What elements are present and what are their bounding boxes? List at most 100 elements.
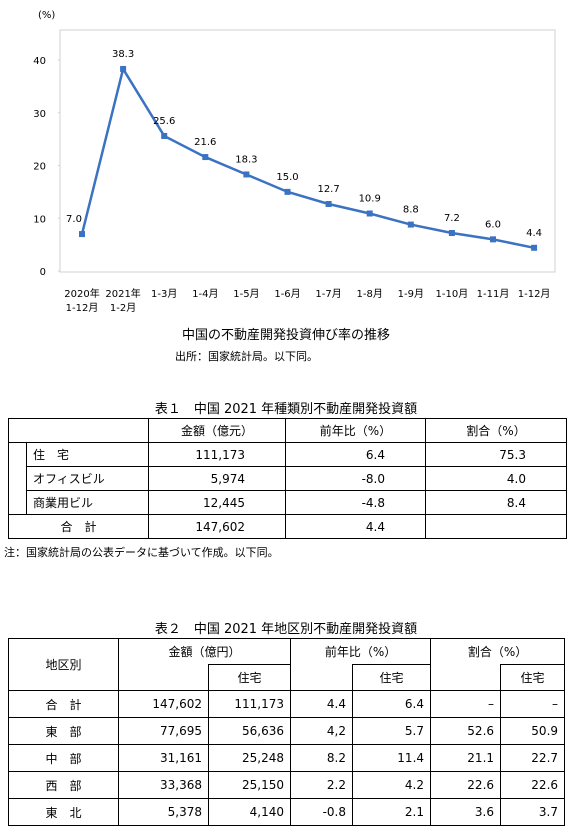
table-cell: 52.6 [430, 717, 502, 745]
table-cell: 8.2 [290, 744, 354, 772]
x-tick-line: 1-10月 [436, 288, 469, 300]
header-cell: 住宅 [207, 664, 292, 691]
table-row: 合 計 147,602 4.4 [8, 514, 567, 539]
table-cell: 22.7 [500, 744, 566, 772]
header-cell: 金額（億元） [148, 418, 286, 443]
table-cell: -8.0 [285, 466, 426, 491]
y-tick-label: 10 [33, 214, 46, 225]
table-cell: 6.4 [285, 442, 426, 467]
table-cell: 22.6 [430, 771, 502, 799]
table-cell: 111,173 [207, 690, 292, 718]
marker [490, 236, 496, 243]
x-tick-line: 2020年 [64, 287, 99, 300]
x-tick-label: 1-12月 [518, 288, 551, 300]
table-cell: 147,602 [118, 690, 209, 718]
x-tick-line: 1-3月 [151, 288, 177, 300]
x-tick-label: 1-3月 [151, 288, 177, 300]
table-cell: 11.4 [352, 744, 432, 772]
table-cell: 4.4 [290, 690, 354, 718]
table-cell: 75.3 [425, 442, 567, 467]
table-row: 合 計 147,602 111,173 4.4 6.4– – [8, 690, 566, 718]
value-label: 10.9 [359, 194, 381, 205]
header-cell: 割合（%） [430, 638, 566, 665]
x-tick-line: 1-11月 [477, 288, 510, 300]
x-tick-label: 1-4月 [192, 288, 218, 300]
table1-title: 表１ 中国 2021 年種類別不動産開発投資額 [154, 402, 418, 417]
value-label: 6.0 [485, 219, 501, 230]
table-cell: – [430, 690, 502, 718]
table-row: オフィスビル 5,974 -8.0 4.0 [9, 466, 567, 491]
y-tick-label: 40 [33, 56, 46, 67]
table2-title: 表２ 中国 2021 年地区別不動産開発投資額 [154, 622, 418, 637]
header-cell: 割合（%） [425, 418, 567, 443]
table-cell: 12,445 [148, 490, 286, 515]
row-label: オフィスビル [26, 466, 149, 491]
table-cell: 25,150 [207, 771, 292, 799]
marker [407, 221, 414, 228]
x-tick-label: 1-6月 [274, 288, 300, 300]
y-tick-label: 30 [33, 109, 46, 120]
table-cell: 5,974 [148, 466, 286, 491]
table-row: 住宅 住宅 住宅 [9, 664, 566, 691]
value-label: 18.3 [235, 154, 257, 165]
table-cell: 4.4 [285, 514, 426, 539]
value-label: 15.0 [276, 172, 298, 183]
table-cell [8, 418, 149, 443]
table1-note: 注：国家統計局の公表データに基づいて作成。以下同。 [4, 546, 279, 559]
table-cell: 56,636 [207, 717, 292, 745]
header-cell: 前年比（%） [285, 418, 426, 443]
table-cell: 33,368 [118, 771, 209, 799]
table-cell: 5,378 [118, 798, 209, 826]
x-tick-line: 1-12月 [66, 302, 99, 314]
value-label: 4.4 [526, 228, 542, 239]
table-cell [430, 664, 502, 691]
header-cell: 金額（億円） [117, 638, 292, 665]
x-tick-line: 1-9月 [398, 288, 424, 300]
table-cell [425, 514, 567, 539]
value-label: 7.2 [444, 213, 460, 224]
table-cell: 4.2 [352, 771, 432, 799]
table-cell: 25,248 [207, 744, 292, 772]
table-cell: 6.4 [352, 690, 432, 718]
table-cell: 3.7 [500, 798, 566, 826]
x-tick-label: 2021年 1-2月 [105, 287, 140, 314]
marker [325, 201, 332, 208]
row-label: 合 計 [8, 690, 119, 718]
header-cell: 地区別 [8, 638, 119, 691]
x-tick-label: 1-5月 [233, 288, 259, 300]
table-cell: 22.6 [500, 771, 566, 799]
y-unit: (%) [38, 10, 55, 21]
table-cell: 21.1 [430, 744, 502, 772]
x-tick-line: 1-7月 [315, 288, 341, 300]
x-tick-label: 1-8月 [357, 288, 383, 300]
value-label: 7.0 [66, 214, 82, 225]
y-tick-label: 0 [40, 267, 46, 278]
table-cell: 50.9 [500, 717, 566, 745]
table-cell: 77,695 [118, 717, 209, 745]
row-label: 西 部 [8, 771, 119, 799]
table-row: 住 宅 111,173 6.4 75.3 [8, 442, 567, 515]
row-label: 東 部 [8, 717, 119, 745]
table-row: 西 部 33,368 25,150 2.2 4.2 22.6 22.6 [8, 771, 566, 799]
marker [366, 210, 373, 217]
x-tick-label: 1-10月 [436, 288, 469, 300]
table-cell: -4.8 [285, 490, 426, 515]
x-tick-label: 1-9月 [398, 288, 424, 300]
table-row: 東 部 77,695 56,636 4,2 5.7 52.6 50.9 [8, 717, 566, 745]
chart-source: 出所：国家統計局。以下同。 [175, 350, 318, 363]
table1: 金額（億元） 前年比（%） 割合（%）住 宅 111,173 6.4 75.3 オフィスビル… [8, 418, 567, 539]
marker [202, 154, 209, 161]
value-label: 8.8 [403, 205, 419, 216]
marker [243, 171, 250, 178]
table-cell: 4,140 [207, 798, 292, 826]
table-cell [118, 664, 209, 691]
chart: (%) 0 10 20 30 40 2020年 1-12月 2021年 1-2月 1-3月 1-4月… [33, 10, 556, 314]
x-tick-label: 1-11月 [477, 288, 510, 300]
plot-frame [59, 29, 556, 273]
x-tick-line: 1-2月 [110, 302, 136, 314]
table-cell: 3.6 [430, 798, 502, 826]
table-cell: 4,2 [290, 717, 354, 745]
marker [161, 132, 168, 139]
x-tick-line: 2021年 [105, 287, 140, 300]
